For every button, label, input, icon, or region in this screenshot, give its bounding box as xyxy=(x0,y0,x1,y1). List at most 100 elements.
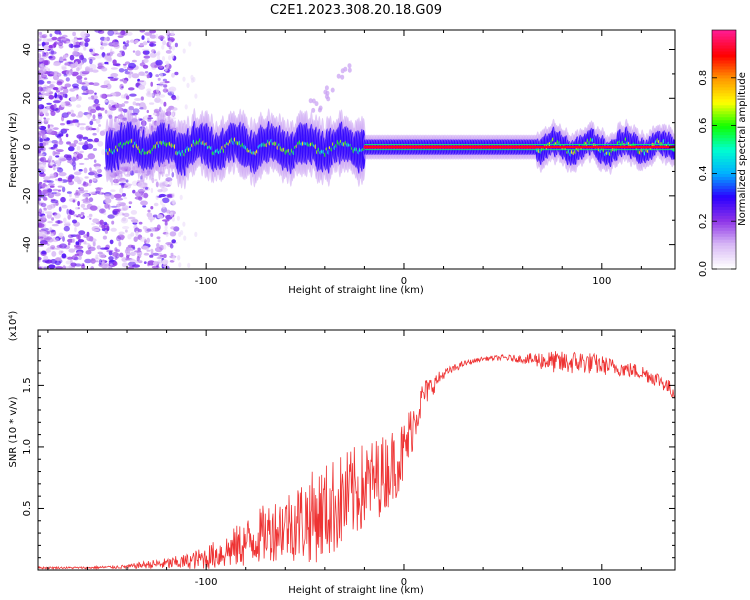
colorbar-segment xyxy=(712,116,736,121)
spectrogram-noise-speckle xyxy=(67,214,71,220)
spectrogram-noise-speckle xyxy=(57,41,64,47)
colorbar-segment xyxy=(712,215,736,219)
spectrogram-noise-speckle xyxy=(162,187,166,193)
spectrogram-noise-speckle xyxy=(76,67,80,72)
colorbar-segment xyxy=(712,203,736,207)
spectrogram-noise-speckle xyxy=(65,260,73,265)
spectrogram-noise-speckle xyxy=(59,91,65,95)
spectrogram-noise-speckle xyxy=(134,98,142,101)
spectrogram-noise-speckle xyxy=(162,259,166,265)
spectrogram-noise-speckle xyxy=(104,197,112,204)
colorbar-segment xyxy=(712,188,736,192)
spectrogram-noise-speckle xyxy=(163,253,167,259)
spectrogram-noise-speckle xyxy=(73,171,82,176)
spectrogram-noise-speckle xyxy=(86,231,90,237)
spectrogram-noise-speckle xyxy=(97,112,103,117)
spectrogram-noise-speckle xyxy=(106,249,114,253)
spectrogram-noise-speckle xyxy=(41,92,45,96)
spectrogram-noise-speckle xyxy=(165,180,169,186)
spectrogram-marks xyxy=(38,30,675,269)
spectrogram-noise-speckle xyxy=(89,120,94,126)
spectrogram-noise-speckle xyxy=(170,252,174,256)
spectrogram-noise-speckle xyxy=(61,34,68,38)
spectrogram-noise-speckle xyxy=(56,81,63,86)
spectrogram-noise-speckle xyxy=(138,228,142,233)
spectrogram-noise-speckle xyxy=(103,221,108,225)
spectrogram-noise-speckle xyxy=(152,214,158,218)
spectrogram-noise-speckle xyxy=(58,206,62,212)
colorbar-segment xyxy=(712,197,736,201)
spectrogram-noise-speckle xyxy=(38,38,42,42)
spectrogram-noise-speckle xyxy=(50,259,58,264)
colorbar-segment xyxy=(712,194,736,198)
spectrogram-noise-speckle xyxy=(119,83,124,90)
spectrogram-noise-speckle xyxy=(67,160,73,164)
spectrogram-noise-speckle xyxy=(112,210,118,216)
spectrogram-noise-speckle xyxy=(94,166,101,170)
spectrogram-noise-speckle xyxy=(101,224,106,230)
spectrogram-noise-speckle xyxy=(58,172,67,177)
spectrogram-noise-speckle xyxy=(65,133,69,138)
spectrogram-noise-speckle xyxy=(47,211,53,216)
spectrogram-noise-speckle xyxy=(135,102,141,106)
spectrogram-noise-speckle xyxy=(90,266,95,269)
spectrogram-noise-speckle xyxy=(74,253,80,256)
spectrogram-noise-speckle xyxy=(103,247,110,250)
spectrogram-noise-speckle xyxy=(45,112,49,117)
spectrogram-noise-speckle xyxy=(63,154,69,159)
spectrogram-noise-speckle xyxy=(86,143,94,150)
y-tick-label: 0.5 xyxy=(22,501,33,517)
spectrogram-noise-speckle xyxy=(40,202,47,208)
spectrogram-noise-speckle xyxy=(67,242,71,246)
spectrogram-noise-speckle xyxy=(84,42,89,47)
spectrogram-noise-speckle xyxy=(82,182,89,187)
spectrogram-noise-speckle xyxy=(77,111,84,118)
spectrogram-noise-speckle xyxy=(92,82,100,86)
spectrogram-noise-speckle xyxy=(55,266,63,269)
spectrogram-noise-speckle xyxy=(132,264,140,268)
spectrogram-noise-speckle xyxy=(82,207,89,210)
colorbar-segment xyxy=(712,98,736,103)
spectrogram-noise-speckle xyxy=(150,248,154,252)
colorbar-segment xyxy=(712,266,736,270)
spectrogram-noise-speckle xyxy=(57,185,63,188)
spectrogram-noise-speckle xyxy=(110,227,117,232)
spectrogram-noise-speckle xyxy=(89,191,96,194)
spectrogram-noise-speckle xyxy=(171,88,175,94)
spectrogram-noise-speckle xyxy=(157,259,161,265)
spectrogram-noise-speckle xyxy=(49,185,55,188)
spectrogram-noise-speckle xyxy=(61,186,66,193)
spectrogram-noise-speckle xyxy=(164,225,168,231)
spectrogram-panel: -100 0 100 -40 -20 0 20 40 Height of straight … xyxy=(8,29,676,296)
spectrogram-noise-speckle xyxy=(46,105,50,109)
spectrogram-noise-speckle xyxy=(150,233,154,237)
spectrogram-noise-speckle xyxy=(128,201,133,205)
spectrogram-noise-speckle xyxy=(54,160,61,164)
spectrogram-noise-speckle xyxy=(168,40,172,46)
spectrogram-noise-speckle xyxy=(117,201,122,204)
spectrogram-noise-speckle xyxy=(171,192,175,198)
spectrogram-noise-speckle xyxy=(127,216,136,220)
spectrogram-noise-speckle xyxy=(72,199,76,203)
spectrogram-noise-speckle xyxy=(84,33,90,37)
spectrogram-noise-speckle xyxy=(93,159,97,163)
spectrogram-noise-speckle xyxy=(164,80,170,84)
spectrogram-noise-speckle xyxy=(58,140,64,145)
spectrogram-noise-speckle xyxy=(104,61,109,65)
spectrogram-noise-speckle xyxy=(117,35,124,38)
spectrogram-noise-speckle xyxy=(38,263,41,267)
spectrogram-noise-speckle xyxy=(154,64,159,68)
colorbar-segment xyxy=(712,134,736,139)
spectrogram-noise-speckle xyxy=(38,266,42,269)
spectrogram-noise-speckle xyxy=(77,200,80,207)
colorbar-segment xyxy=(712,149,736,154)
spectrogram-noise-speckle xyxy=(103,54,112,61)
x-tick-label: -100 xyxy=(195,577,218,588)
spectrogram-noise-speckle xyxy=(43,45,49,51)
spectrogram-noise-speckle xyxy=(165,50,172,54)
spectrogram-noise-speckle xyxy=(102,235,107,240)
spectrogram-noise-speckle xyxy=(156,236,161,240)
spectrogram-noise-speckle xyxy=(131,73,140,79)
spectrogram-noise-speckle xyxy=(42,189,48,195)
spectrogram-noise-speckle xyxy=(146,93,155,98)
